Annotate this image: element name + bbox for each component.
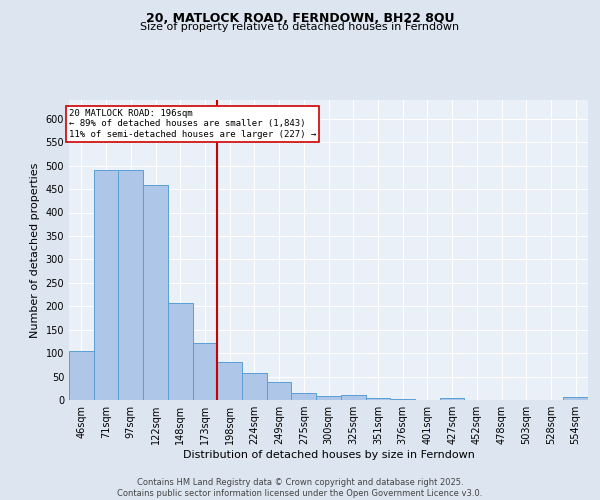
Bar: [118, 170, 143, 400]
Bar: [316, 396, 341, 400]
Bar: [69, 351, 94, 400]
Text: 20 MATLOCK ROAD: 196sqm
← 89% of detached houses are smaller (1,843)
11% of semi: 20 MATLOCK ROAD: 196sqm ← 89% of detache…: [69, 109, 316, 139]
Bar: [94, 170, 118, 400]
Bar: [365, 398, 390, 400]
Text: Contains HM Land Registry data © Crown copyright and database right 2025.
Contai: Contains HM Land Registry data © Crown c…: [118, 478, 482, 498]
Bar: [267, 382, 292, 400]
Bar: [217, 362, 242, 400]
Text: Size of property relative to detached houses in Ferndown: Size of property relative to detached ho…: [140, 22, 460, 32]
Y-axis label: Number of detached properties: Number of detached properties: [30, 162, 40, 338]
Bar: [390, 399, 415, 400]
Bar: [143, 186, 168, 400]
X-axis label: Distribution of detached houses by size in Ferndown: Distribution of detached houses by size …: [182, 450, 475, 460]
Bar: [440, 398, 464, 400]
Bar: [168, 303, 193, 400]
Bar: [193, 343, 217, 400]
Bar: [563, 397, 588, 400]
Text: 20, MATLOCK ROAD, FERNDOWN, BH22 8QU: 20, MATLOCK ROAD, FERNDOWN, BH22 8QU: [146, 12, 454, 26]
Bar: [292, 394, 316, 400]
Bar: [242, 374, 267, 400]
Bar: [341, 395, 365, 400]
